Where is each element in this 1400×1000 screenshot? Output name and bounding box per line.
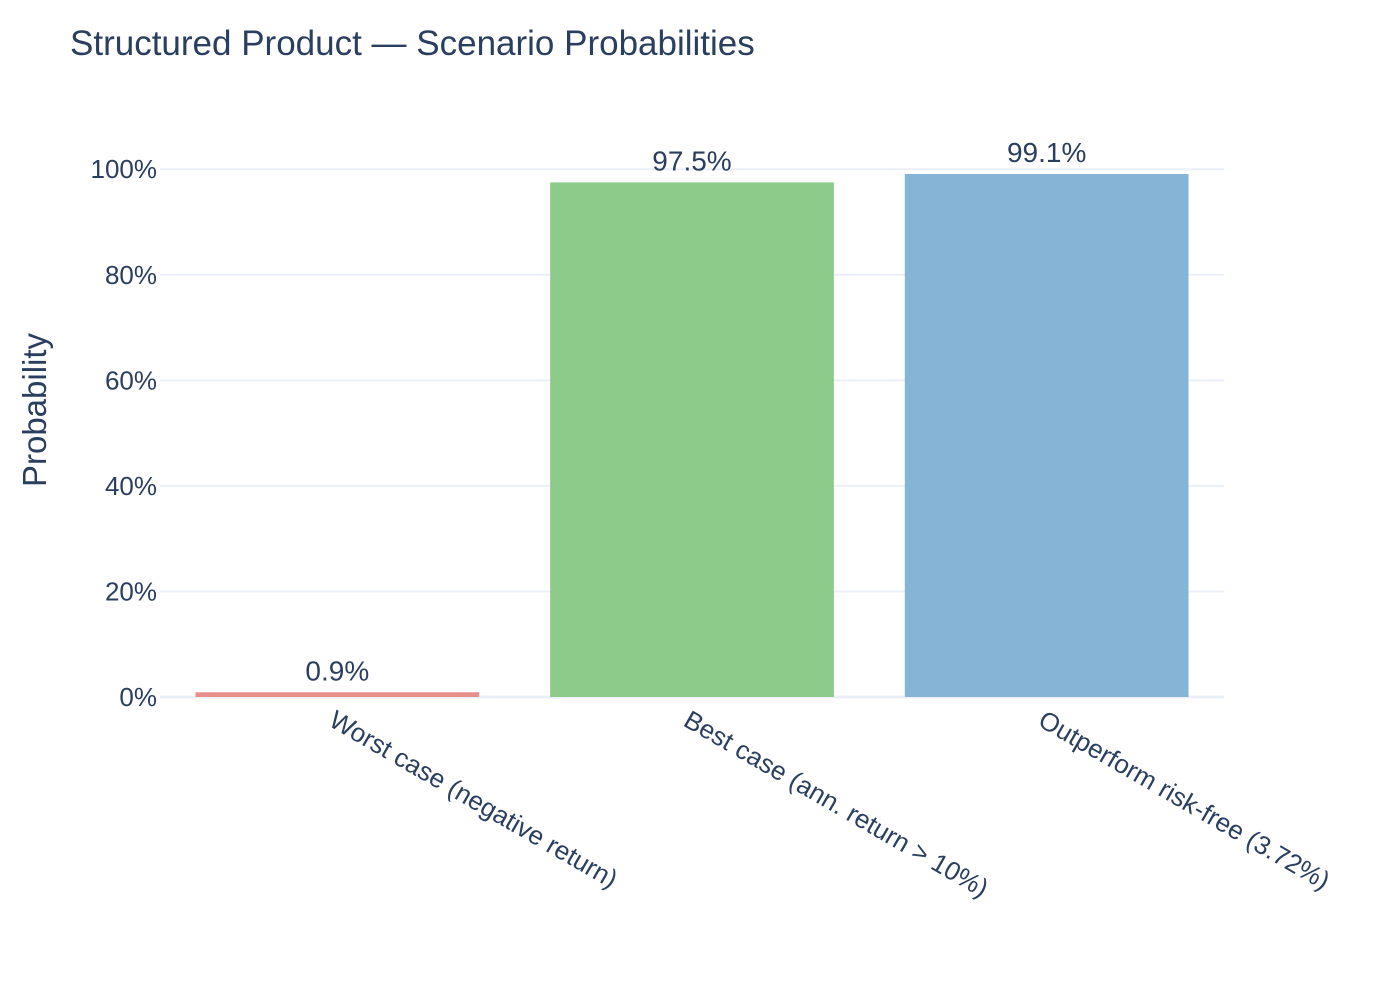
y-tick-label: 20% bbox=[105, 576, 157, 606]
bar bbox=[550, 182, 834, 697]
x-tick-label: Outperform risk-free (3.72%) bbox=[1034, 704, 1336, 895]
y-tick-label: 60% bbox=[105, 365, 157, 395]
data-label: 97.5% bbox=[652, 145, 731, 176]
data-label: 99.1% bbox=[1007, 137, 1086, 168]
bars bbox=[195, 173, 1189, 697]
y-tick-labels: 0% 20% 40% 60% 80% 100% bbox=[91, 154, 158, 712]
data-labels: 0.9% 97.5% 99.1% bbox=[305, 137, 1086, 686]
y-tick-label: 0% bbox=[119, 682, 157, 712]
x-tick-labels: Worst case (negative return) Best case (a… bbox=[324, 704, 1335, 903]
y-axis-title: Probability bbox=[16, 332, 53, 487]
y-tick-label: 40% bbox=[105, 471, 157, 501]
x-tick-label: Worst case (negative return) bbox=[324, 704, 623, 894]
bar bbox=[904, 173, 1189, 697]
x-tick-label: Best case (ann. return > 10%) bbox=[679, 704, 994, 903]
y-tick-label: 80% bbox=[105, 260, 157, 290]
data-label: 0.9% bbox=[305, 655, 369, 686]
y-tick-label: 100% bbox=[91, 154, 158, 184]
bar bbox=[195, 692, 480, 697]
chart-title: Structured Product — Scenario Probabilit… bbox=[70, 24, 755, 63]
